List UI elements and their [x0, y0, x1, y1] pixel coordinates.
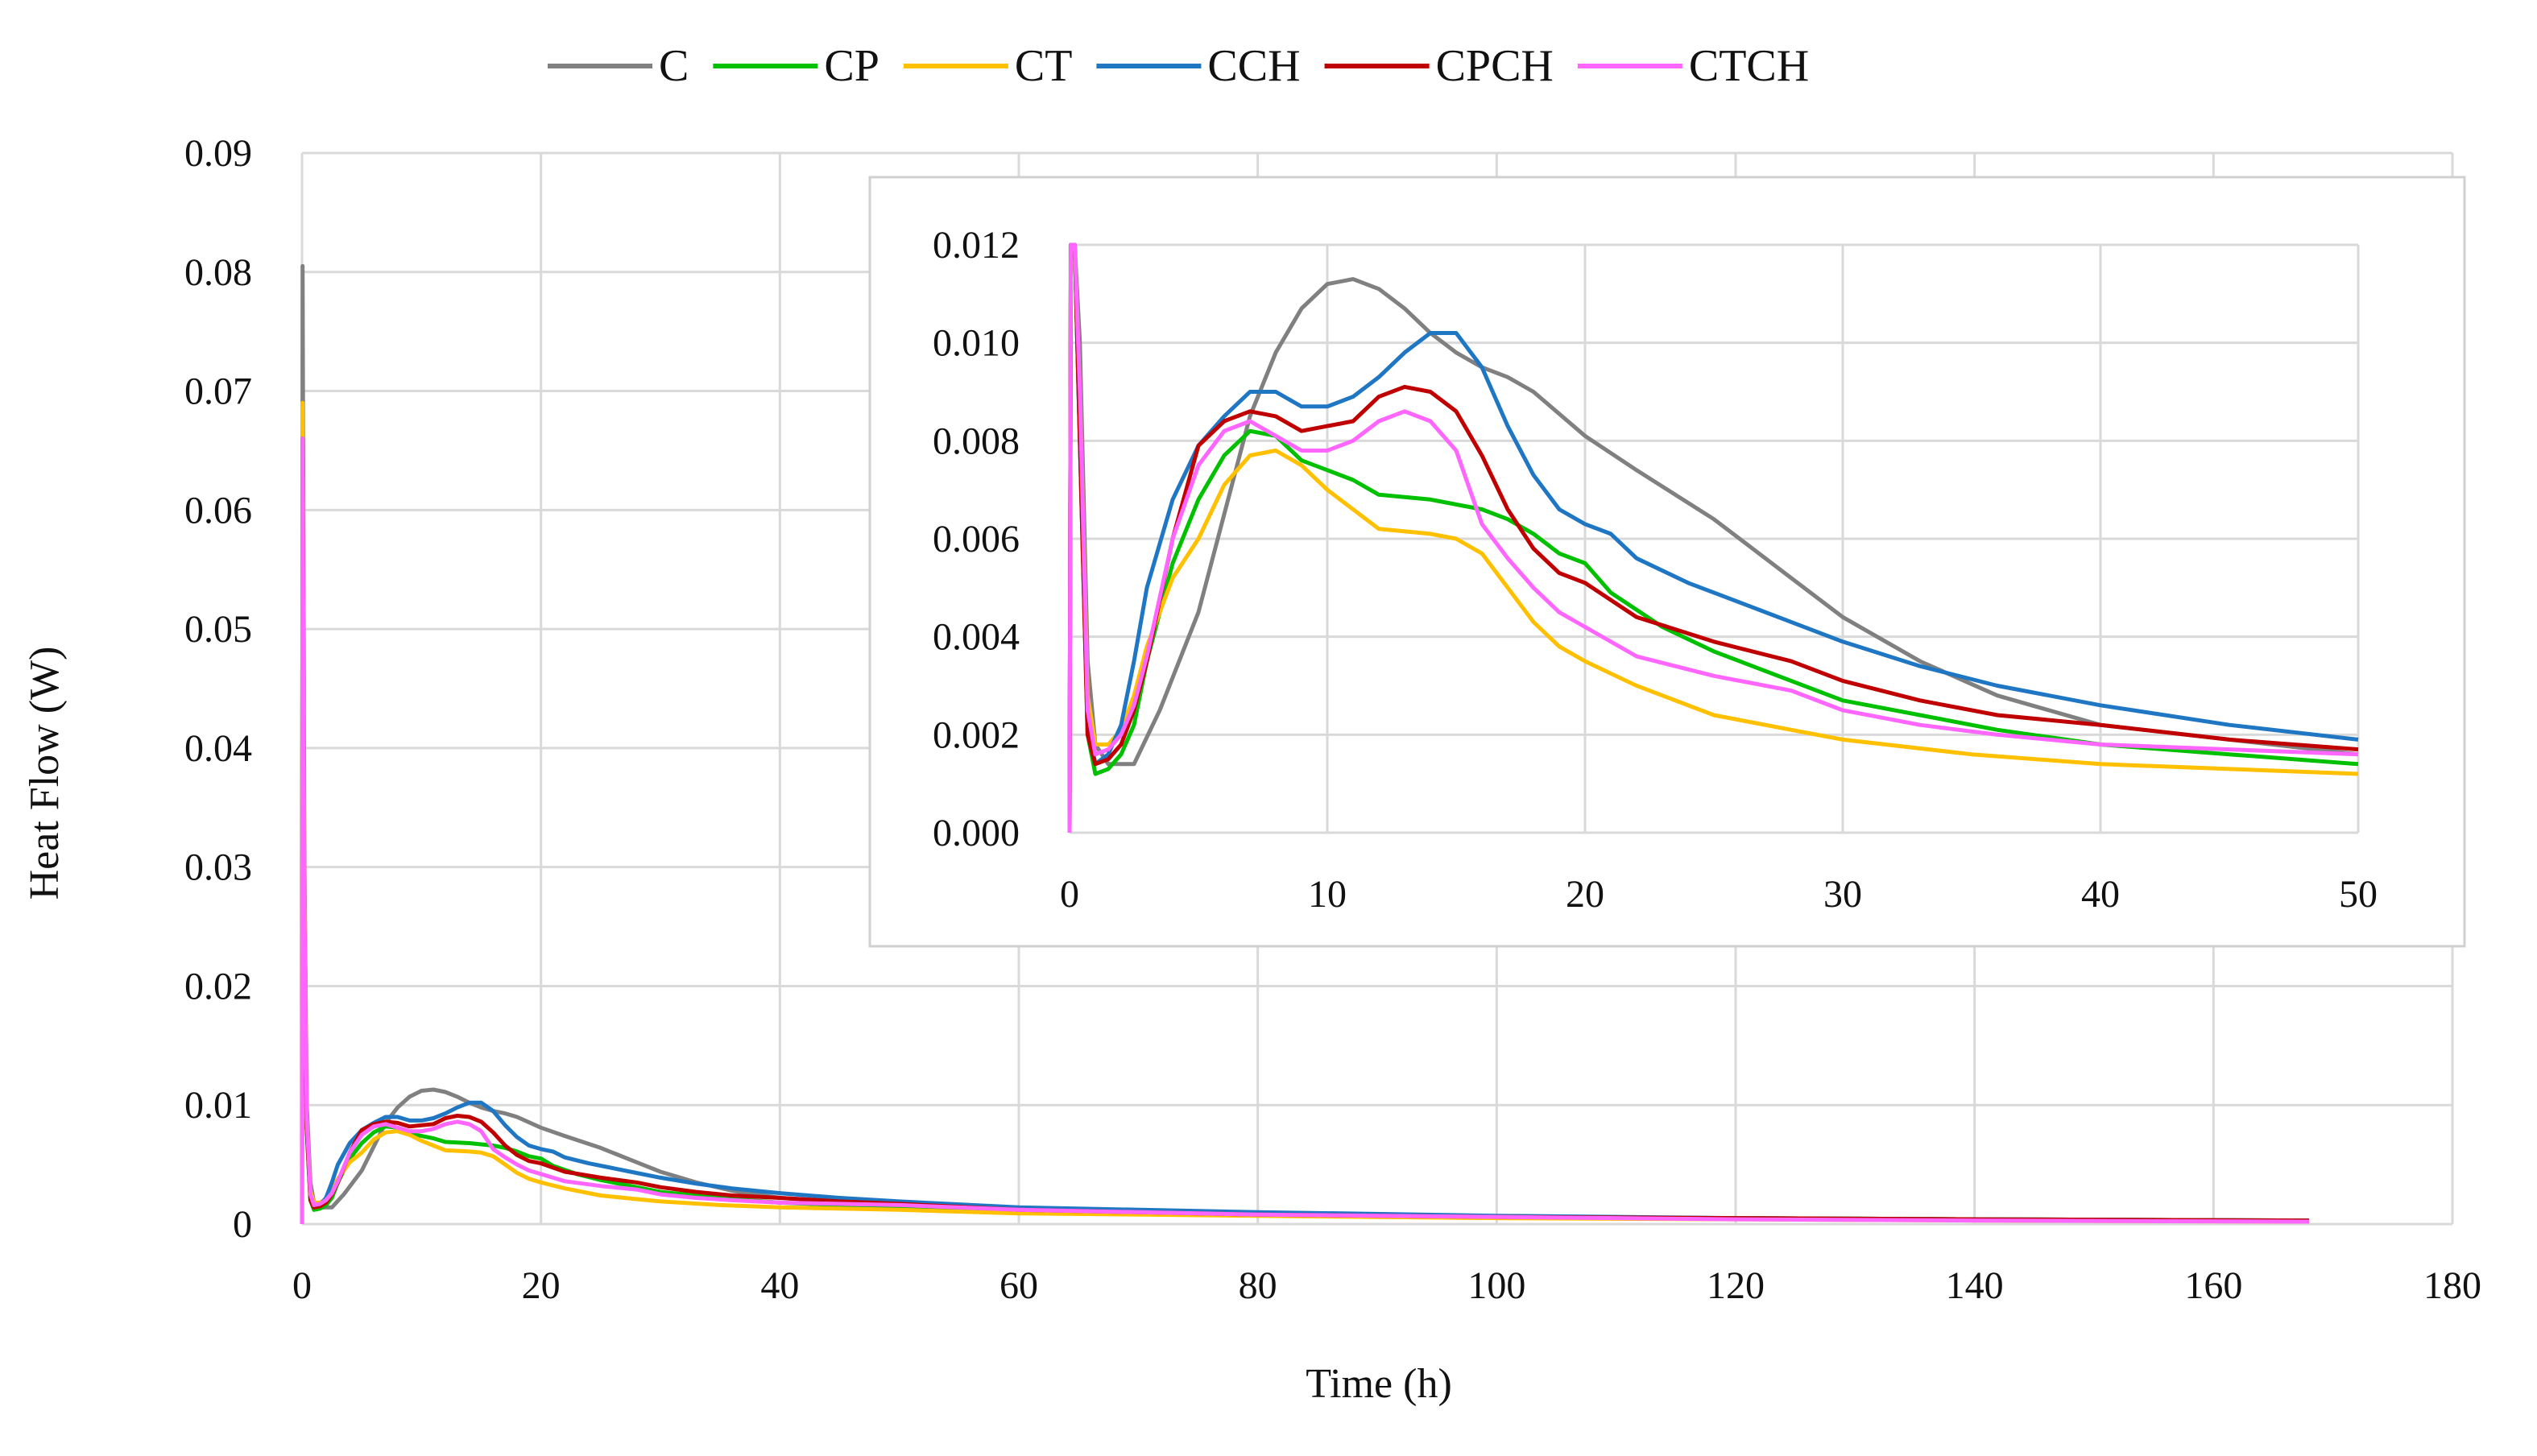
inset-y-tick-label: 0.010 — [933, 322, 1020, 365]
main-series-line-cpch — [300, 436, 2310, 1225]
inset-y-tick-label: 0.000 — [933, 812, 1020, 854]
inset-y-tick-label: 0.008 — [933, 420, 1020, 462]
legend-label-ct: CT — [1015, 41, 1073, 91]
main-y-tick-label: 0.02 — [184, 965, 252, 1007]
inset-x-tick-label: 20 — [1566, 873, 1604, 916]
main-y-tick-label: 0.09 — [184, 132, 252, 175]
main-y-tick-label: 0.04 — [184, 727, 252, 770]
inset-series-line-ctch — [1067, 242, 2359, 833]
main-x-tick-label: 0 — [292, 1264, 312, 1307]
legend-label-cp: CP — [824, 41, 879, 91]
inset-series-line-cpch — [1067, 242, 2359, 833]
main-x-tick-label: 60 — [999, 1264, 1038, 1307]
legend: C CP CT CCH CPCH CTCH — [548, 41, 1809, 91]
inset-y-tick-label: 0.006 — [933, 518, 1020, 560]
x-axis-label: Time (h) — [1306, 1361, 1452, 1407]
inset-series-line-cp — [1067, 242, 2359, 833]
main-x-tick-label: 180 — [2423, 1264, 2481, 1307]
inset-y-tick-label: 0.002 — [933, 714, 1020, 756]
main-y-tick-label: 0.01 — [184, 1084, 252, 1127]
main-series-line-cch — [300, 436, 2310, 1225]
main-x-tick-label: 80 — [1239, 1264, 1277, 1307]
main-y-tick-label: 0 — [233, 1203, 252, 1246]
main-x-tick-label: 140 — [1946, 1264, 2004, 1307]
main-y-tick-label: 0.06 — [184, 489, 252, 532]
main-y-tick-label: 0.05 — [184, 608, 252, 651]
inset-series-line-ct — [1067, 242, 2359, 833]
inset-frame — [868, 176, 2466, 948]
inset-series-lines — [1067, 242, 2359, 833]
main-x-tick-label: 20 — [522, 1264, 561, 1307]
inset-x-tick-label: 30 — [1823, 873, 1862, 916]
inset-y-tick-label: 0.012 — [933, 224, 1020, 267]
legend-label-cpch: CPCH — [1436, 41, 1554, 91]
main-x-tick-label: 100 — [1467, 1264, 1525, 1307]
main-y-tick-label: 0.03 — [184, 846, 252, 889]
inset-x-tick-label: 40 — [2081, 873, 2120, 916]
inset-chart: 0.000 0.002 0.004 0.006 0.008 0.010 0.012 0 10 20… — [868, 176, 2466, 948]
legend-label-ctch: CTCH — [1689, 41, 1809, 91]
y-axis-label: Heat Flow (W) — [22, 647, 68, 900]
main-x-tick-label: 120 — [1707, 1264, 1765, 1307]
main-x-tick-label: 160 — [2184, 1264, 2242, 1307]
main-x-tick-label: 40 — [760, 1264, 799, 1307]
legend-label-c: C — [659, 41, 689, 91]
main-y-tick-label: 0.07 — [184, 370, 252, 413]
inset-x-tick-label: 50 — [2339, 873, 2378, 916]
inset-x-tick-label: 10 — [1308, 873, 1347, 916]
inset-x-tick-label: 0 — [1060, 873, 1079, 916]
inset-y-tick-label: 0.004 — [933, 616, 1020, 659]
inset-tick-labels: 0.000 0.002 0.004 0.006 0.008 0.010 0.012 0 10 20… — [933, 224, 2378, 916]
legend-label-cch: CCH — [1207, 41, 1300, 91]
main-series-line-ctch — [300, 436, 2310, 1225]
main-tick-labels: 0 0.01 0.02 0.03 0.04 0.05 0.06 0.07 0.08 0.09 0 20… — [184, 132, 2481, 1307]
inset-gridlines — [1068, 243, 2360, 834]
main-y-tick-label: 0.08 — [184, 251, 252, 294]
main-series-lines — [300, 263, 2310, 1225]
